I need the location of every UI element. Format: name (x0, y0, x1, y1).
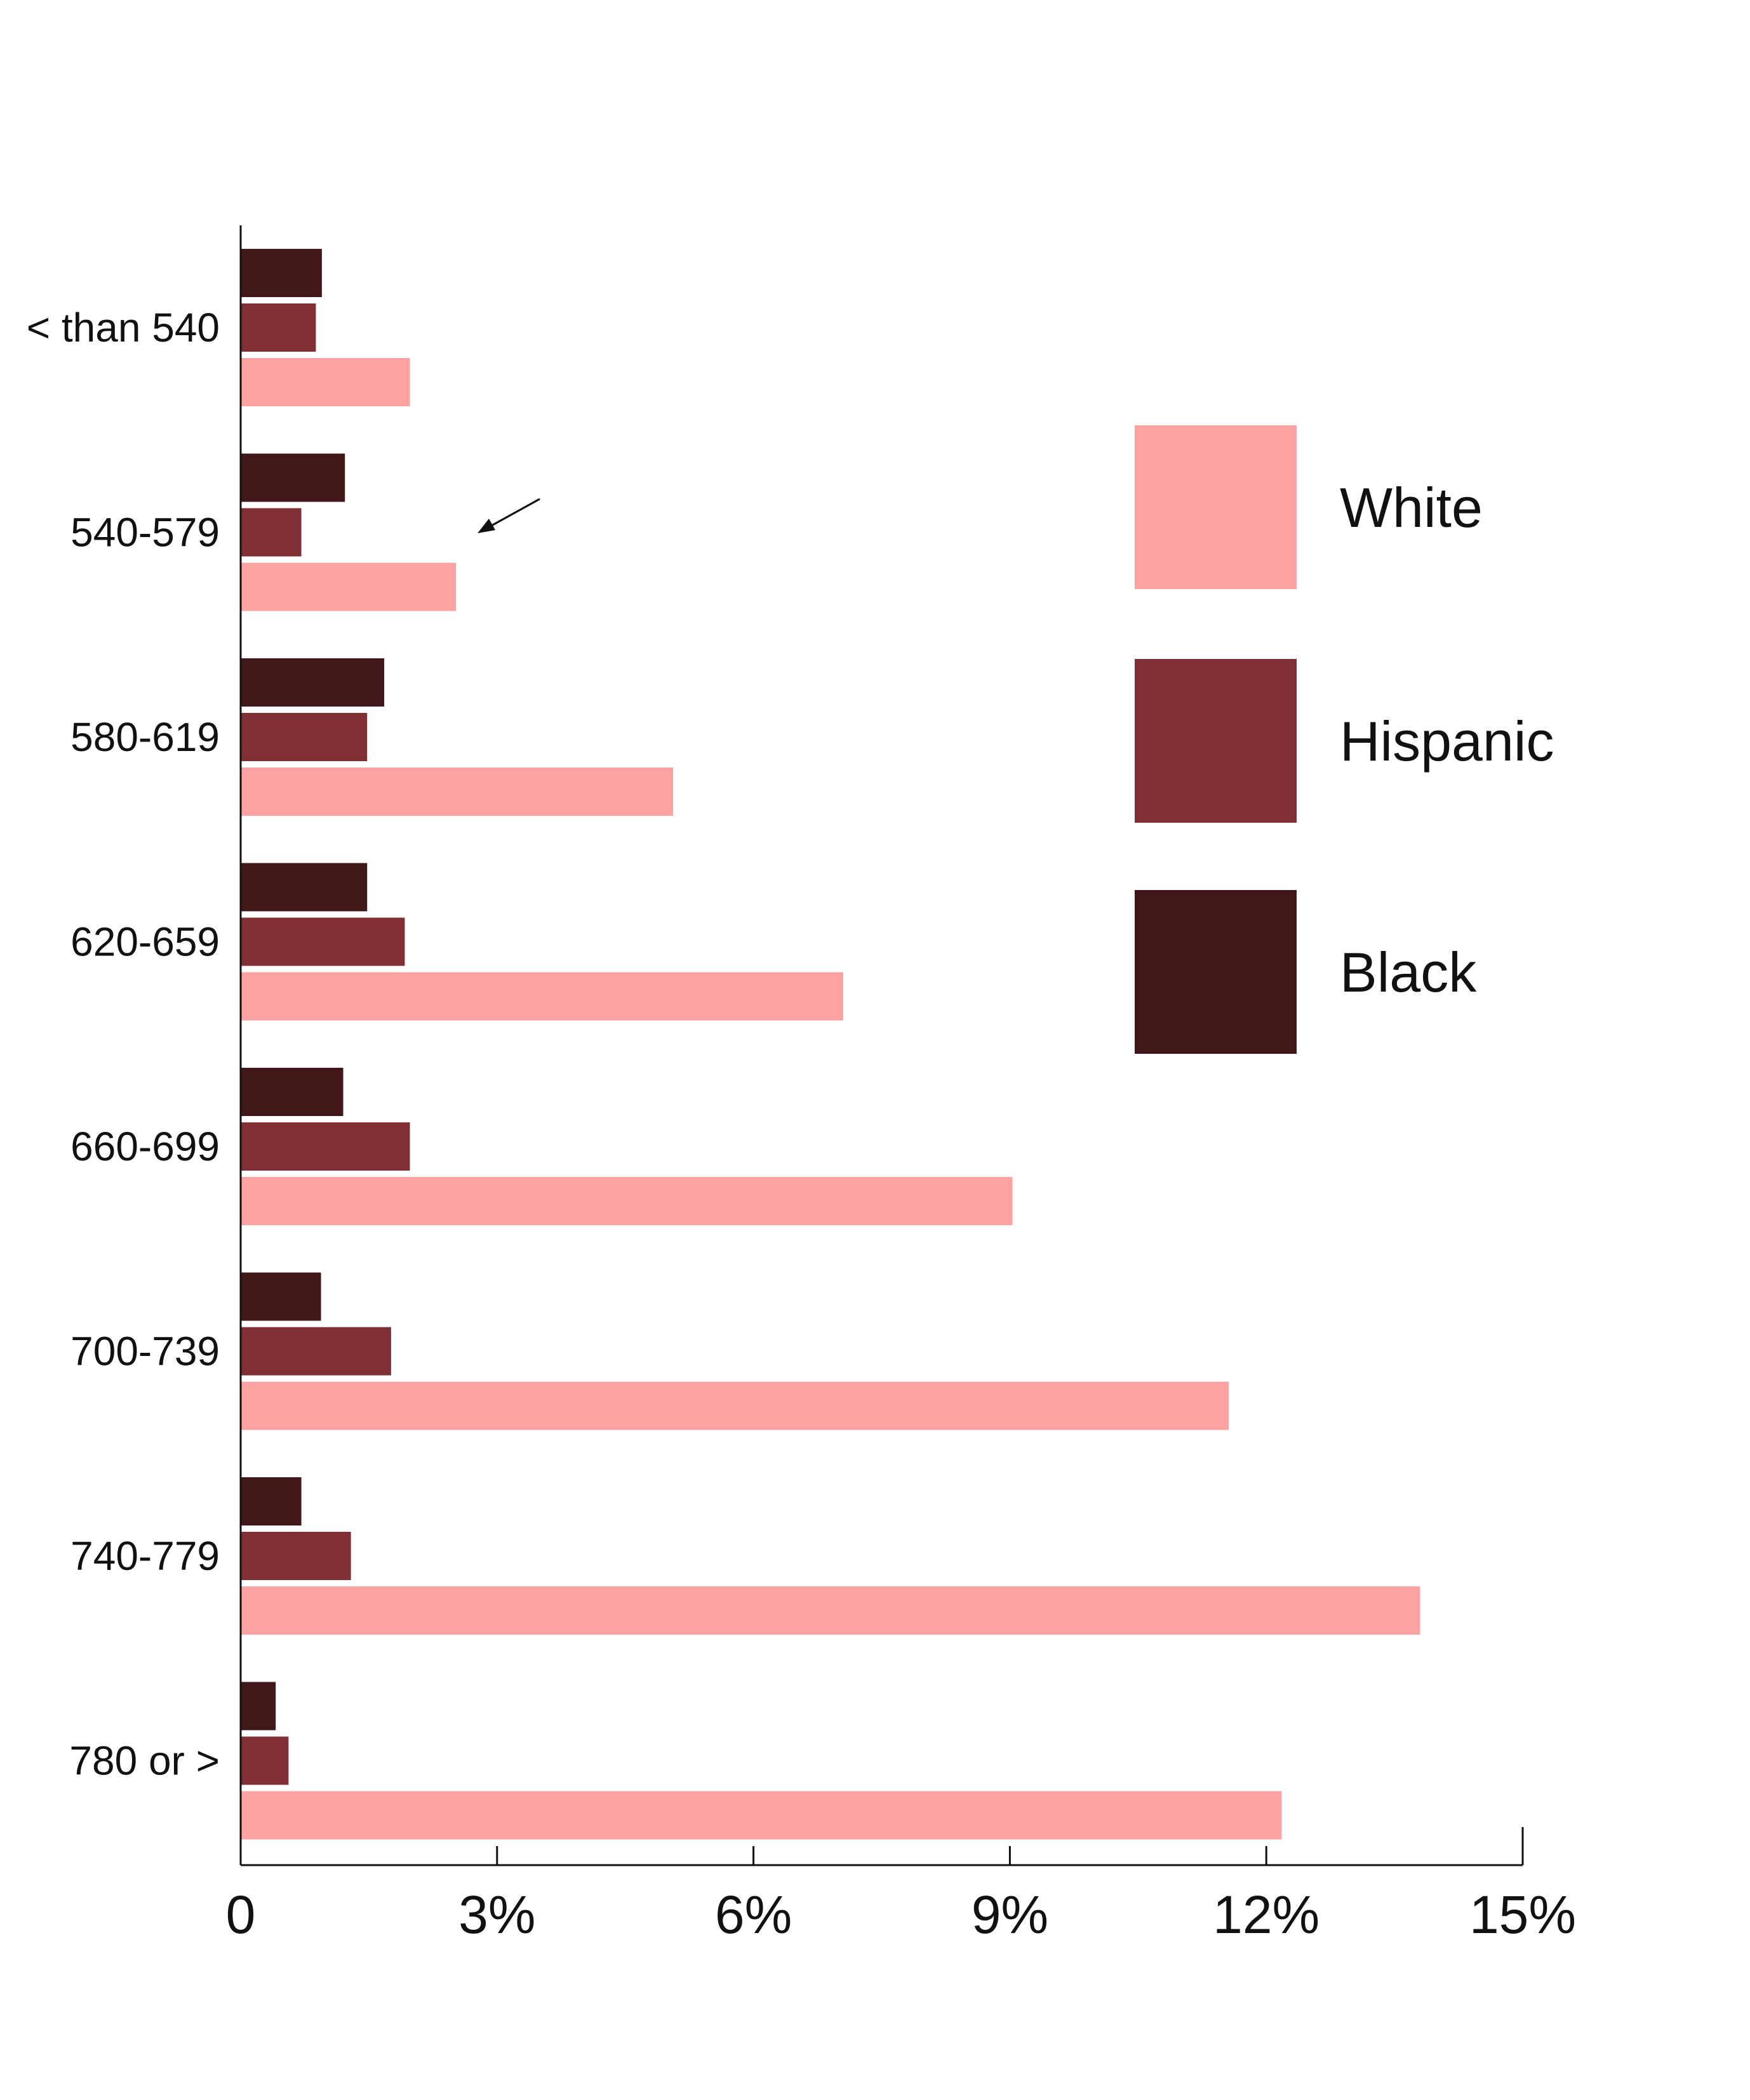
bar-hispanic-780-or (241, 1736, 289, 1785)
legend-label-hispanic: Hispanic (1340, 710, 1554, 773)
bar-hispanic-700-739 (241, 1327, 391, 1376)
bar-black-620-659 (241, 863, 368, 912)
bar-white-660-699 (241, 1177, 1013, 1225)
x-tick-label: 12% (1213, 1885, 1319, 1944)
bar-white-780-or (241, 1791, 1282, 1840)
annotation-arrow (478, 498, 540, 533)
category-label: 620-659 (70, 919, 220, 965)
bar-white-540-579 (241, 562, 457, 611)
bar-white-580-619 (241, 768, 674, 816)
bar-hispanic-620-659 (241, 917, 405, 966)
bar-hispanic-than-540 (241, 303, 316, 352)
bar-black-580-619 (241, 658, 385, 707)
bar-white-620-659 (241, 972, 843, 1021)
category-label: 660-699 (70, 1124, 220, 1169)
category-label: < than 540 (27, 305, 220, 350)
bar-white-700-739 (241, 1381, 1229, 1430)
x-tick-label: 3% (458, 1885, 535, 1944)
bar-hispanic-740-779 (241, 1532, 351, 1580)
category-label: 740-779 (70, 1533, 220, 1579)
category-label: 700-739 (70, 1329, 220, 1374)
bar-black-780-or (241, 1682, 276, 1731)
legend-swatch-hispanic (1135, 659, 1297, 823)
bar-hispanic-580-619 (241, 713, 368, 761)
bar-black-660-699 (241, 1068, 344, 1116)
bar-black-700-739 (241, 1272, 321, 1321)
x-axis-ticks: 0 3% 6% 9% 12% 15% (226, 1827, 1576, 1944)
legend-label-white: White (1340, 476, 1483, 539)
legend: White Hispanic Black (1135, 425, 1554, 1054)
bar-hispanic-660-699 (241, 1122, 410, 1171)
bars-group (241, 249, 1420, 1840)
category-label: 780 or > (69, 1738, 220, 1784)
category-label: 580-619 (70, 714, 220, 760)
x-tick-label: 15% (1469, 1885, 1576, 1944)
bar-black-740-779 (241, 1477, 302, 1525)
legend-label-black: Black (1340, 941, 1477, 1004)
bar-hispanic-540-579 (241, 508, 302, 557)
bar-black-540-579 (241, 453, 345, 502)
category-labels: < than 540 540-579 580-619 620-659 660-699 70… (27, 305, 220, 1784)
bar-white-740-779 (241, 1586, 1420, 1635)
legend-swatch-white (1135, 425, 1297, 589)
legend-swatch-black (1135, 890, 1297, 1054)
category-label: 540-579 (70, 510, 220, 555)
bar-white-than-540 (241, 358, 410, 406)
x-tick-label: 6% (715, 1885, 792, 1944)
x-tick-label: 0 (226, 1885, 256, 1944)
x-tick-label: 9% (972, 1885, 1048, 1944)
bar-black-than-540 (241, 249, 322, 297)
